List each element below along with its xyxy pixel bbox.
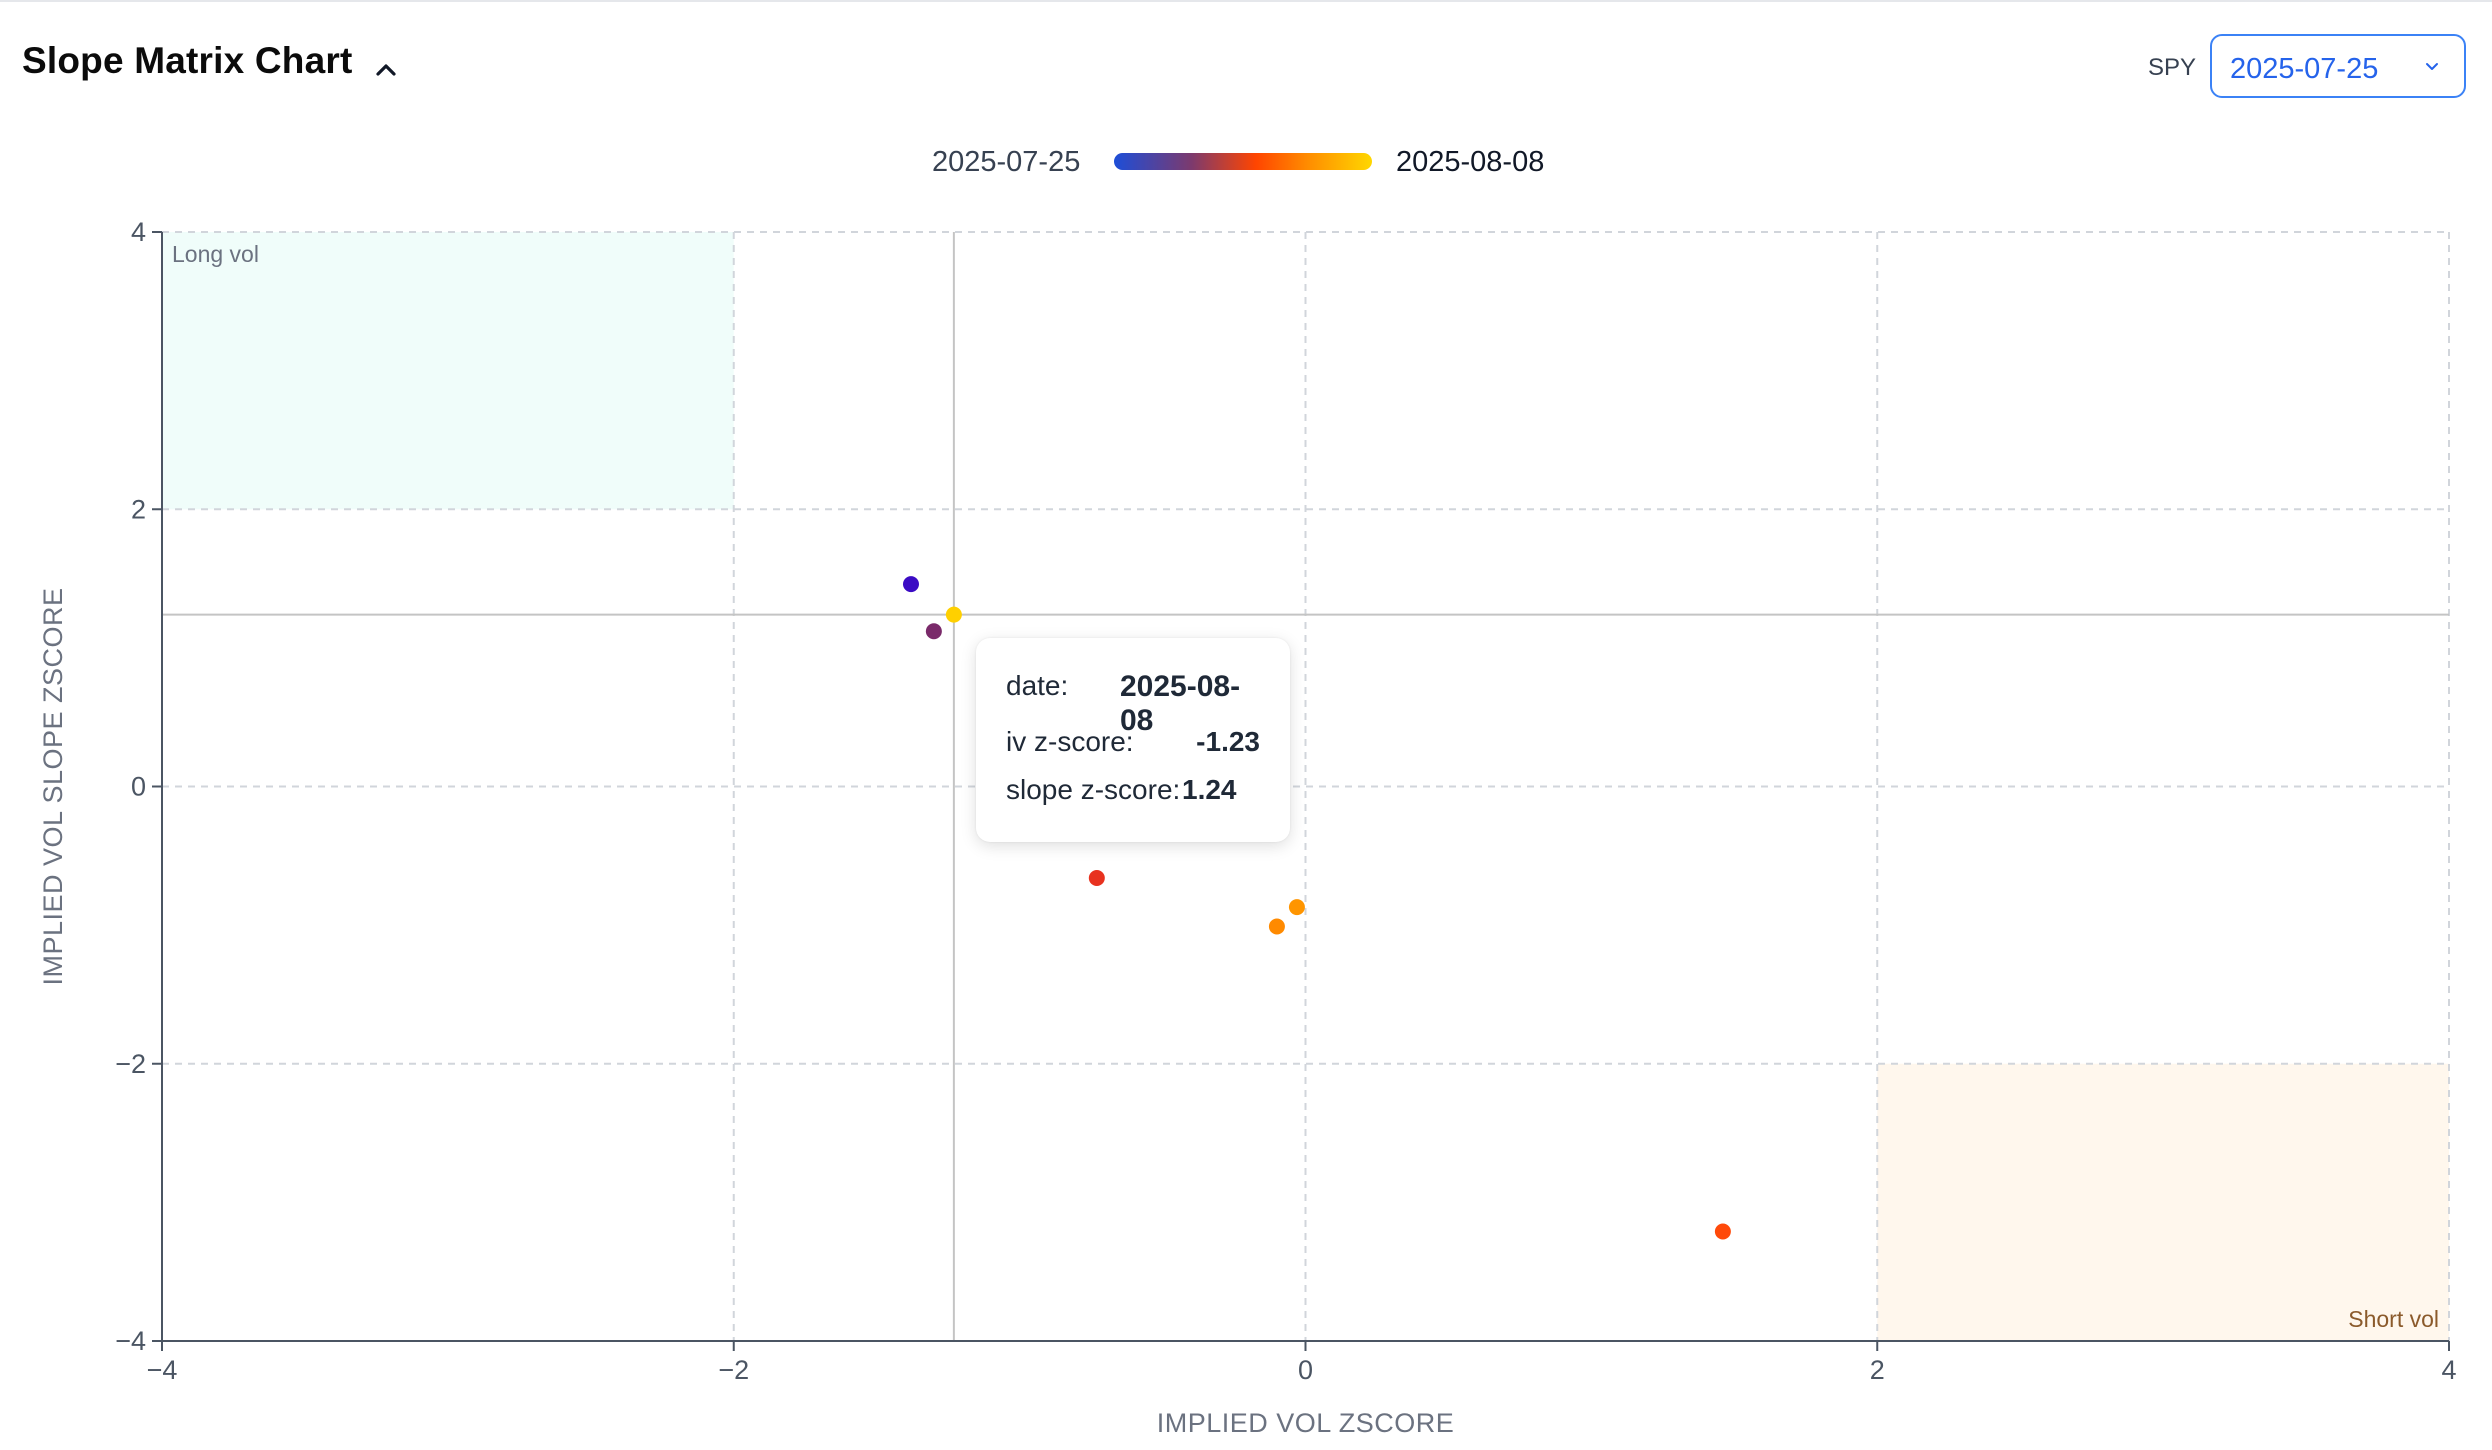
chevron-up-icon	[376, 64, 396, 76]
x-tick-label: 2	[1870, 1355, 1885, 1385]
y-tick-label: 0	[131, 772, 146, 802]
tooltip-iv-row: iv z-score: -1.23	[1006, 726, 1260, 762]
data-point	[902, 576, 919, 593]
date-select[interactable]: 2025-07-25	[2210, 34, 2466, 98]
date-select-value: 2025-07-25	[2230, 53, 2379, 85]
long-vol-label: Long vol	[172, 241, 259, 267]
x-tick-label: 4	[2441, 1355, 2456, 1385]
data-point	[945, 606, 962, 623]
page-title: Slope Matrix Chart	[22, 40, 353, 81]
data-point	[1288, 899, 1305, 916]
chevron-down-icon	[2426, 63, 2438, 70]
tooltip-iv-label: iv z-score:	[1006, 726, 1134, 757]
tooltip-date-value: 2025-08-08	[1120, 670, 1241, 737]
y-tick-label: 2	[131, 494, 146, 524]
point-tooltip: date: 2025-08-08 iv z-score: -1.23 slope…	[976, 638, 1290, 842]
y-axis-title: IMPLIED VOL SLOPE ZSCORE	[38, 587, 68, 985]
tooltip-date-label: date:	[1006, 670, 1069, 701]
legend-start-label: 2025-07-25	[932, 146, 1081, 178]
tooltip-iv-value: -1.23	[1196, 726, 1260, 757]
data-point	[1714, 1223, 1731, 1240]
x-tick-label: 0	[1298, 1355, 1313, 1385]
tooltip-slope-value: 1.24	[1182, 774, 1237, 805]
y-tick-label: −4	[115, 1326, 146, 1356]
short-vol-label: Short vol	[2348, 1306, 2439, 1332]
tooltip-slope-label: slope z-score:	[1006, 774, 1181, 805]
top-border	[0, 0, 2492, 2]
data-point	[1088, 869, 1105, 886]
legend-end-label: 2025-08-08	[1396, 146, 1545, 178]
tooltip-slope-row: slope z-score: 1.24	[1006, 774, 1260, 810]
data-point	[925, 623, 942, 640]
x-axis-title: IMPLIED VOL ZSCORE	[1157, 1408, 1455, 1438]
y-tick-label: −2	[115, 1049, 146, 1079]
long-vol-zone	[162, 232, 734, 510]
x-tick-label: −2	[718, 1355, 749, 1385]
x-tick-label: −4	[147, 1355, 178, 1385]
ticker-label: SPY	[2148, 54, 2197, 81]
legend-gradient-bar	[1114, 153, 1372, 170]
short-vol-zone	[1877, 1063, 2449, 1341]
data-point	[1268, 918, 1285, 935]
y-tick-label: 4	[131, 217, 146, 247]
tooltip-date-row: date: 2025-08-08	[1006, 670, 1260, 737]
collapse-button[interactable]	[368, 52, 404, 86]
